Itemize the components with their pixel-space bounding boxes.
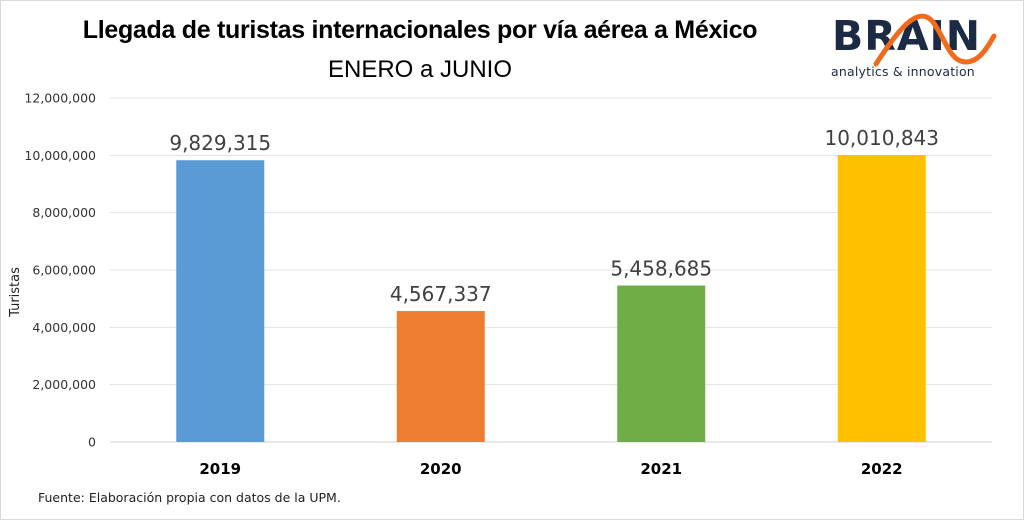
x-tick-label: 2020 <box>420 460 462 478</box>
x-tick-label: 2019 <box>199 460 241 478</box>
data-label: 5,458,685 <box>610 257 712 281</box>
data-label: 9,829,315 <box>169 131 271 155</box>
bar-2020 <box>396 311 485 442</box>
y-tick-label: 10,000,000 <box>24 148 96 163</box>
y-tick-label: 12,000,000 <box>24 91 96 106</box>
logo-tagline: analytics & innovation <box>831 64 975 79</box>
bar-2021 <box>617 285 706 442</box>
data-labels: 9,829,315 4,567,337 5,458,685 10,010,843 <box>169 126 939 306</box>
logo-wave-icon <box>873 13 997 67</box>
x-tick-label: 2021 <box>640 460 682 478</box>
chart-title: Llegada de turistas internacionales por … <box>82 16 758 44</box>
y-tick-label: 6,000,000 <box>32 263 96 278</box>
y-axis-label: Turistas <box>8 267 23 318</box>
y-tick-label: 4,000,000 <box>32 320 96 335</box>
logo-wordmark: BRAIN <box>832 12 982 60</box>
x-tick-label: 2022 <box>861 460 903 478</box>
y-tick-label: 0 <box>88 435 96 450</box>
bars <box>176 155 926 442</box>
y-tick-label: 8,000,000 <box>32 205 96 220</box>
y-tick-label: 2,000,000 <box>32 377 96 392</box>
y-axis-ticks: 0 2,000,000 4,000,000 6,000,000 8,000,000 10,… <box>24 91 96 450</box>
data-label: 10,010,843 <box>824 126 939 150</box>
source-note: Fuente: Elaboración propia con datos de … <box>38 490 341 505</box>
bar-2019 <box>176 160 265 442</box>
data-label: 4,567,337 <box>390 282 492 306</box>
chart-subtitle: ENERO a JUNIO <box>327 56 513 83</box>
bar-2022 <box>837 155 926 442</box>
x-axis-ticks: 2019 2020 2021 2022 <box>199 460 902 478</box>
